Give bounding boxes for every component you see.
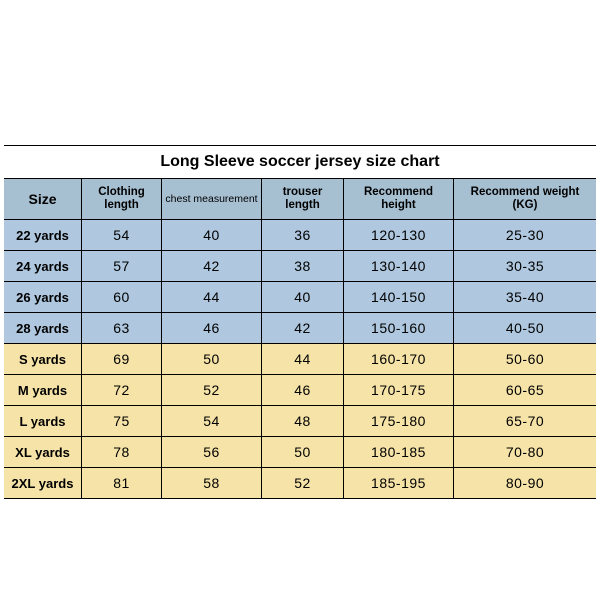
column-header-clothing: Clothing length [82, 179, 162, 219]
cell-chest: 40 [162, 220, 262, 250]
cell-clothing: 75 [82, 406, 162, 436]
cell-height: 185-195 [344, 468, 454, 498]
cell-size: XL yards [4, 437, 82, 467]
cell-size: 2XL yards [4, 468, 82, 498]
table-row: M yards725246170-17560-65 [4, 375, 596, 406]
cell-trouser: 36 [262, 220, 344, 250]
cell-size: 26 yards [4, 282, 82, 312]
cell-trouser: 48 [262, 406, 344, 436]
cell-trouser: 44 [262, 344, 344, 374]
cell-weight: 60-65 [454, 375, 596, 405]
cell-chest: 46 [162, 313, 262, 343]
table-row: XL yards785650180-18570-80 [4, 437, 596, 468]
cell-clothing: 63 [82, 313, 162, 343]
cell-height: 175-180 [344, 406, 454, 436]
cell-chest: 52 [162, 375, 262, 405]
cell-chest: 42 [162, 251, 262, 281]
cell-clothing: 57 [82, 251, 162, 281]
cell-trouser: 46 [262, 375, 344, 405]
cell-height: 150-160 [344, 313, 454, 343]
cell-weight: 80-90 [454, 468, 596, 498]
table-row: 22 yards544036120-13025-30 [4, 220, 596, 251]
cell-chest: 50 [162, 344, 262, 374]
cell-height: 180-185 [344, 437, 454, 467]
table-row: 26 yards604440140-15035-40 [4, 282, 596, 313]
cell-clothing: 78 [82, 437, 162, 467]
cell-clothing: 72 [82, 375, 162, 405]
cell-chest: 56 [162, 437, 262, 467]
cell-chest: 58 [162, 468, 262, 498]
cell-height: 130-140 [344, 251, 454, 281]
cell-height: 170-175 [344, 375, 454, 405]
column-header-height: Recommend height [344, 179, 454, 219]
cell-chest: 44 [162, 282, 262, 312]
table-row: 2XL yards815852185-19580-90 [4, 468, 596, 498]
cell-weight: 40-50 [454, 313, 596, 343]
cell-size: 24 yards [4, 251, 82, 281]
cell-height: 120-130 [344, 220, 454, 250]
cell-clothing: 69 [82, 344, 162, 374]
cell-size: S yards [4, 344, 82, 374]
cell-size: M yards [4, 375, 82, 405]
cell-height: 140-150 [344, 282, 454, 312]
table-row: L yards755448175-18065-70 [4, 406, 596, 437]
cell-trouser: 42 [262, 313, 344, 343]
cell-size: 28 yards [4, 313, 82, 343]
column-header-chest: chest measurement [162, 179, 262, 219]
cell-weight: 25-30 [454, 220, 596, 250]
table-row: 24 yards574238130-14030-35 [4, 251, 596, 282]
cell-trouser: 52 [262, 468, 344, 498]
cell-size: 22 yards [4, 220, 82, 250]
cell-weight: 50-60 [454, 344, 596, 374]
table-title: Long Sleeve soccer jersey size chart [4, 146, 596, 179]
cell-weight: 30-35 [454, 251, 596, 281]
cell-weight: 65-70 [454, 406, 596, 436]
cell-size: L yards [4, 406, 82, 436]
cell-trouser: 40 [262, 282, 344, 312]
column-header-size: Size [4, 179, 82, 219]
size-chart-table: Long Sleeve soccer jersey size chart Siz… [4, 145, 596, 499]
column-header-trouser: trouser length [262, 179, 344, 219]
cell-clothing: 81 [82, 468, 162, 498]
cell-clothing: 54 [82, 220, 162, 250]
cell-weight: 35-40 [454, 282, 596, 312]
table-row: 28 yards634642150-16040-50 [4, 313, 596, 344]
table-row: S yards695044160-17050-60 [4, 344, 596, 375]
cell-trouser: 50 [262, 437, 344, 467]
page: Long Sleeve soccer jersey size chart Siz… [0, 0, 600, 600]
cell-trouser: 38 [262, 251, 344, 281]
table-header-row: SizeClothing lengthchest measurementtrou… [4, 179, 596, 220]
column-header-weight: Recommend weight (KG) [454, 179, 596, 219]
cell-height: 160-170 [344, 344, 454, 374]
cell-chest: 54 [162, 406, 262, 436]
cell-clothing: 60 [82, 282, 162, 312]
cell-weight: 70-80 [454, 437, 596, 467]
